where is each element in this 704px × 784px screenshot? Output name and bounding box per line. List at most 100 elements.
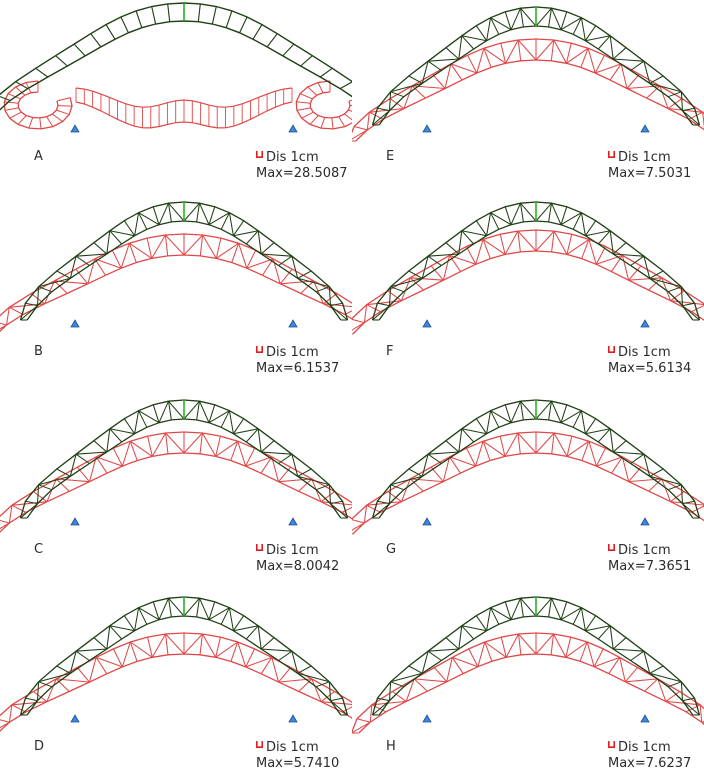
truss-vertical <box>283 44 294 56</box>
truss-diagonal <box>536 433 554 453</box>
legend-max-value: Max=28.5087 <box>256 166 348 181</box>
truss-diagonal <box>428 254 459 256</box>
truss-diagonal <box>166 433 184 453</box>
truss-diagonal <box>581 608 585 631</box>
truss-diagonal <box>554 634 566 657</box>
truss-vertical <box>136 11 142 28</box>
truss-vertical <box>367 505 381 512</box>
truss-vertical <box>357 719 370 722</box>
loop-member <box>318 83 323 93</box>
truss-vertical <box>94 441 107 452</box>
top-chord <box>0 633 352 733</box>
truss-vertical <box>552 231 555 252</box>
truss-vertical <box>625 668 637 682</box>
truss-vertical <box>39 287 52 292</box>
truss-diagonal <box>610 231 613 254</box>
top-chord <box>352 432 704 534</box>
scale-bracket-icon <box>256 741 263 748</box>
loop-member <box>56 110 69 114</box>
truss-diagonal <box>478 642 485 667</box>
truss-vertical <box>279 467 291 482</box>
truss-diagonal <box>122 642 130 667</box>
truss-vertical <box>152 7 156 25</box>
loop-member <box>40 118 41 129</box>
truss-vertical <box>428 651 441 660</box>
truss-vertical <box>56 56 68 66</box>
support-triangle-icon <box>423 320 431 327</box>
truss-diagonal <box>620 657 626 681</box>
truss-diagonal <box>261 649 292 651</box>
truss-vertical <box>74 44 85 56</box>
truss-vertical <box>261 243 274 254</box>
truss-vertical <box>0 520 9 524</box>
loop-chord <box>296 81 352 129</box>
truss-diagonal <box>122 441 130 466</box>
truss-diagonal <box>552 203 562 225</box>
truss-vertical <box>692 305 704 312</box>
top-chord <box>0 432 352 534</box>
truss-diagonal <box>610 429 613 452</box>
scale-bracket-icon <box>608 544 615 551</box>
loop-member <box>344 114 352 122</box>
truss-diagonal <box>459 36 462 59</box>
truss-vertical <box>518 231 521 252</box>
truss-diagonal <box>152 235 166 258</box>
truss-vertical <box>613 638 626 649</box>
truss-diagonal <box>610 36 613 59</box>
truss-vertical <box>611 255 622 271</box>
truss-vertical <box>198 4 200 22</box>
truss-vertical <box>552 433 554 454</box>
bottom-chord <box>27 616 341 715</box>
truss-diagonal <box>587 642 594 667</box>
deformed-truss <box>0 633 352 733</box>
truss-diagonal <box>56 479 89 482</box>
panel-b: B Dis 1cm Max=6.1537 <box>0 195 352 389</box>
truss-diagonal <box>76 649 107 651</box>
truss-diagonal <box>390 682 391 701</box>
truss-diagonal <box>447 657 453 681</box>
truss-vertical <box>298 271 312 278</box>
truss-diagonal <box>428 649 459 651</box>
bottom-chord <box>0 255 352 336</box>
scale-bracket-icon <box>608 741 615 748</box>
truss-diagonal <box>511 203 521 225</box>
truss-diagonal <box>364 305 366 323</box>
truss-diagonal <box>613 649 644 651</box>
truss-vertical <box>668 287 681 292</box>
truss-diagonal <box>681 485 682 504</box>
truss-vertical <box>446 243 459 254</box>
truss-vertical <box>331 698 343 700</box>
truss-vertical <box>121 17 128 33</box>
truss-vertical <box>279 651 292 660</box>
truss-diagonal <box>135 411 139 434</box>
deformed-truss <box>352 432 704 534</box>
truss-vertical <box>165 235 167 256</box>
truss-vertical <box>261 638 274 649</box>
truss-vertical <box>627 74 639 88</box>
legend-title: Dis 1cm <box>618 740 671 755</box>
truss-vertical <box>391 287 404 292</box>
truss-diagonal <box>519 634 537 654</box>
truss-diagonal <box>38 682 39 701</box>
panel-label: D <box>34 739 44 754</box>
legend-title: Dis 1cm <box>618 345 671 360</box>
truss-diagonal <box>552 8 562 30</box>
loop-member <box>308 87 317 95</box>
loop-chord <box>310 92 350 118</box>
truss-vertical <box>25 698 37 700</box>
truss-diagonal <box>370 705 372 722</box>
truss-vertical <box>279 454 292 463</box>
truss-vertical <box>200 634 202 655</box>
truss-vertical <box>391 682 404 687</box>
truss-diagonal <box>681 682 682 701</box>
truss-diagonal <box>505 433 518 456</box>
truss-vertical <box>631 61 644 70</box>
legend-title: Dis 1cm <box>266 345 319 360</box>
truss-diagonal <box>258 626 261 649</box>
truss-diagonal <box>554 40 567 63</box>
truss-diagonal <box>554 231 567 254</box>
truss-diagonal <box>279 479 312 482</box>
panel-g: G Dis 1cm Max=7.3651 <box>352 393 704 587</box>
bottom-chord <box>353 251 704 334</box>
truss-vertical <box>91 34 101 47</box>
